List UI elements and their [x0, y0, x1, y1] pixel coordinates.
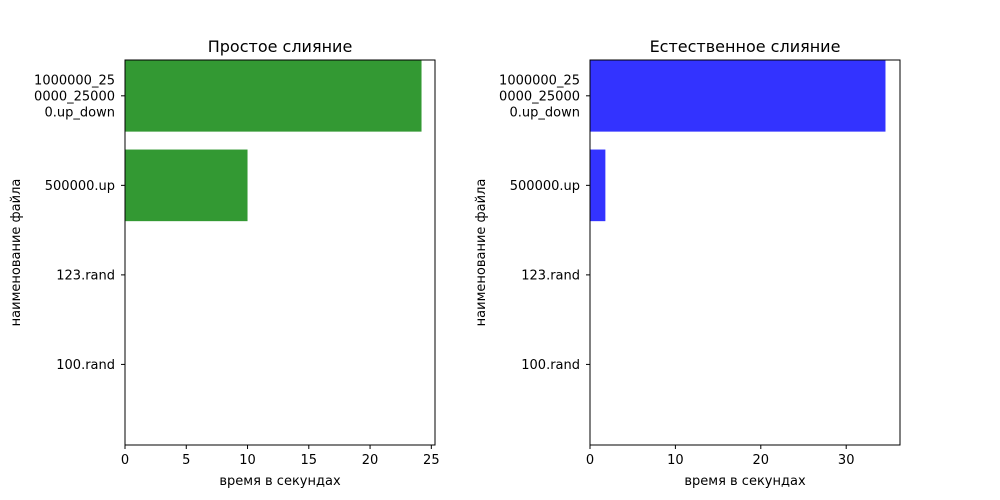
x-axis-label: время в секундах [684, 474, 806, 489]
bar-1000000-250000-250000-up-down [125, 60, 422, 132]
x-tick-label: 5 [182, 453, 190, 468]
y-tick-label: 1000000_25 0000_25000 0.up_down [499, 73, 580, 120]
y-tick-label: 123.rand [521, 268, 580, 283]
x-tick-label: 0 [586, 453, 594, 468]
chart-natural-merge: 0 10 20 30 100.rand 123.rand 500000.up 1000000_… [474, 37, 901, 489]
y-tick-label: 500000.up [510, 179, 580, 194]
y-tick-label: 100.rand [56, 358, 115, 373]
y-tick-label: 1000000_25 0000_25000 0.up_down [34, 73, 115, 120]
chart-title: Естественное слияние [650, 37, 841, 56]
x-tick-label: 25 [423, 453, 440, 468]
x-axis-label: время в секундах [219, 474, 341, 489]
x-tick-label: 0 [121, 453, 129, 468]
x-tick-label: 30 [838, 453, 855, 468]
axes-frame [589, 59, 901, 446]
y-axis-label: наименование файла [9, 179, 24, 327]
x-tick-label: 10 [667, 453, 684, 468]
y-axis-label: наименование файла [474, 179, 489, 327]
x-tick-label: 15 [301, 453, 318, 468]
x-tick-label: 20 [362, 453, 379, 468]
x-tick-label: 10 [239, 453, 256, 468]
chart-title: Простое слияние [208, 37, 353, 56]
bar-1000000-250000-250000-up-down [590, 60, 886, 132]
bar-500000-up [590, 149, 606, 222]
bar-500000-up [125, 149, 248, 222]
axes-frame [124, 59, 436, 446]
y-tick-label: 100.rand [521, 358, 580, 373]
y-tick-label: 123.rand [56, 268, 115, 283]
x-tick-label: 20 [753, 453, 770, 468]
chart-simple-merge: 0 5 10 15 20 25 100.rand 123.rand 500000.up 10000… [9, 37, 440, 489]
y-tick-label: 500000.up [45, 179, 115, 194]
